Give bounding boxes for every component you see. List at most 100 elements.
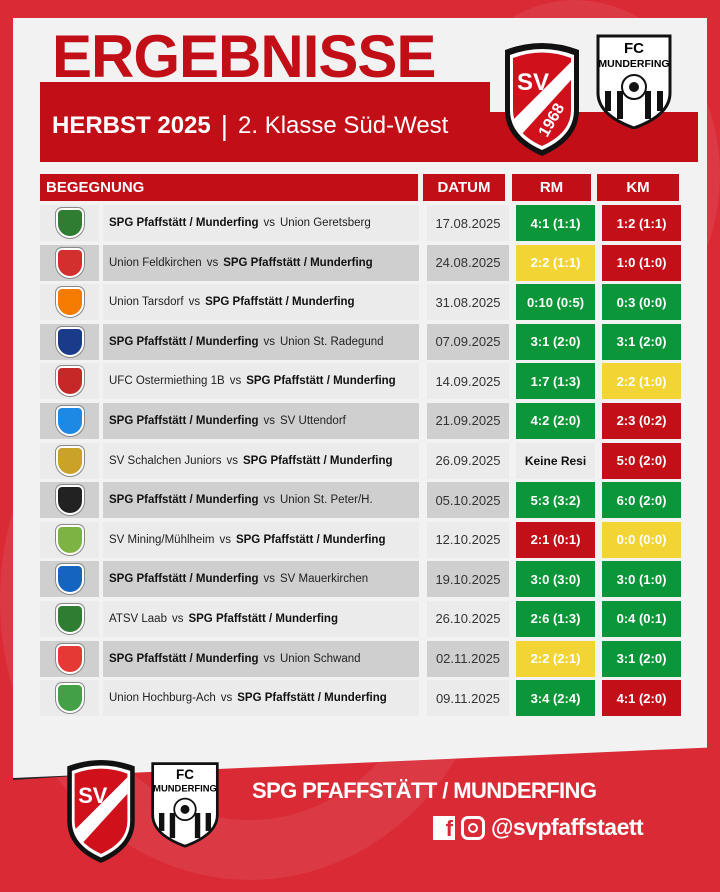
home-team: SV Schalchen Juniors bbox=[109, 454, 222, 467]
home-team: Union Feldkirchen bbox=[109, 256, 202, 269]
season: HERBST 2025 bbox=[52, 112, 211, 139]
match-cell: SPG Pfaffstätt / Munderfing vs Union Geret… bbox=[103, 205, 419, 241]
separator: | bbox=[220, 110, 229, 141]
table-row: SPG Pfaffstätt / Munderfing vs Union St. R… bbox=[40, 323, 681, 360]
opponent-logo bbox=[55, 326, 84, 357]
table-row: UFC Ostermiething 1B vs SPG Pfaffstätt / M… bbox=[40, 363, 681, 400]
away-team: SPG Pfaffstätt / Munderfing bbox=[246, 375, 396, 388]
match-date: 31.08.2025 bbox=[427, 284, 509, 321]
away-team: SV Uttendorf bbox=[280, 414, 346, 427]
rm-score: 4:2 (2:0) bbox=[516, 402, 595, 439]
km-score: 5:0 (2:0) bbox=[602, 442, 681, 479]
home-team: SPG Pfaffstätt / Munderfing bbox=[109, 414, 259, 427]
table-row: SV Schalchen Juniors vs SPG Pfaffstätt / M… bbox=[40, 442, 681, 479]
away-team: Union Geretsberg bbox=[280, 217, 371, 229]
fc-munderfing-footer-logo: FC MUNDERFING bbox=[151, 762, 219, 848]
away-team: SPG Pfaffstätt / Munderfing bbox=[205, 296, 355, 309]
opponent-logo-cell bbox=[40, 284, 99, 321]
footer-club-name: SPG PFAFFSTÄTT / MUNDERFING bbox=[252, 778, 597, 803]
opponent-logo bbox=[55, 485, 84, 516]
km-score: 1:0 (1:0) bbox=[602, 244, 681, 281]
rm-score: 4:1 (1:1) bbox=[516, 205, 595, 241]
svg-text:MUNDERFING: MUNDERFING bbox=[153, 782, 217, 793]
away-team: SPG Pfaffstätt / Munderfing bbox=[223, 256, 373, 269]
home-team: SPG Pfaffstätt / Munderfing bbox=[109, 652, 259, 665]
opponent-logo-cell bbox=[40, 640, 99, 677]
match-cell: Union Feldkirchen vs SPG Pfaffstätt / Mund… bbox=[103, 244, 419, 281]
home-team: SPG Pfaffstätt / Munderfing bbox=[109, 494, 259, 507]
away-team: Union St. Peter/H. bbox=[280, 494, 373, 507]
km-score: 2:3 (0:2) bbox=[602, 402, 681, 439]
column-header-datum: DATUM bbox=[423, 174, 505, 201]
vs-label: vs bbox=[263, 335, 276, 348]
home-team: UFC Ostermiething 1B bbox=[109, 375, 225, 388]
home-team: Union Hochburg-Ach bbox=[109, 692, 216, 705]
social-handle[interactable]: @svpfaffstaett bbox=[491, 814, 644, 840]
match-cell: SV Mining/Mühlheim vs SPG Pfaffstätt / Mun… bbox=[103, 521, 419, 558]
km-score: 3:1 (2:0) bbox=[602, 323, 681, 360]
opponent-logo bbox=[55, 683, 84, 714]
away-team: SPG Pfaffstätt / Munderfing bbox=[237, 692, 387, 705]
svg-text:SV: SV bbox=[517, 69, 549, 96]
rm-score: 3:4 (2:4) bbox=[516, 680, 595, 717]
away-team: SPG Pfaffstätt / Munderfing bbox=[243, 454, 393, 467]
opponent-logo-cell bbox=[40, 363, 99, 400]
rm-score: Keine Resi bbox=[516, 442, 595, 479]
home-team: Union Tarsdorf bbox=[109, 296, 184, 309]
table-row: SPG Pfaffstätt / Munderfing vs SV Uttendor… bbox=[40, 402, 681, 439]
match-date: 26.10.2025 bbox=[427, 600, 509, 637]
column-header-begegnung: BEGEGNUNG bbox=[40, 174, 418, 201]
table-row: SV Mining/Mühlheim vs SPG Pfaffstätt / Mun… bbox=[40, 521, 681, 558]
table-row: SPG Pfaffstätt / Munderfing vs SV Mauerkir… bbox=[40, 561, 681, 598]
home-team: SPG Pfaffstätt / Munderfing bbox=[109, 217, 259, 229]
match-date: 07.09.2025 bbox=[427, 323, 509, 360]
rm-score: 0:10 (0:5) bbox=[516, 284, 595, 321]
rm-score: 3:1 (2:0) bbox=[516, 323, 595, 360]
match-date: 14.09.2025 bbox=[427, 363, 509, 400]
facebook-icon[interactable]: f bbox=[433, 815, 455, 840]
vs-label: vs bbox=[263, 414, 276, 427]
away-team: Union Schwand bbox=[280, 652, 361, 665]
opponent-logo-cell bbox=[40, 561, 99, 598]
away-team: SPG Pfaffstätt / Munderfing bbox=[188, 612, 338, 625]
rm-score: 2:6 (1:3) bbox=[516, 600, 595, 637]
table-row: ATSV Laab vs SPG Pfaffstätt / Munderfing 2… bbox=[40, 600, 681, 637]
match-cell: SPG Pfaffstätt / Munderfing vs SV Uttendor… bbox=[103, 402, 419, 439]
opponent-logo-cell bbox=[40, 600, 99, 637]
home-team: SPG Pfaffstätt / Munderfing bbox=[109, 335, 259, 348]
match-date: 19.10.2025 bbox=[427, 561, 509, 598]
opponent-logo bbox=[55, 287, 84, 318]
away-team: SV Mauerkirchen bbox=[280, 573, 369, 586]
column-header-rm: RM bbox=[512, 174, 591, 201]
home-team: SPG Pfaffstätt / Munderfing bbox=[109, 573, 259, 586]
instagram-icon[interactable] bbox=[461, 815, 485, 840]
match-date: 26.09.2025 bbox=[427, 442, 509, 479]
opponent-logo-cell bbox=[40, 521, 99, 558]
fc-munderfing-logo: FC MUNDERFING bbox=[596, 34, 672, 129]
rm-score: 3:0 (3:0) bbox=[516, 561, 595, 598]
match-date: 12.10.2025 bbox=[427, 521, 509, 558]
match-cell: SV Schalchen Juniors vs SPG Pfaffstätt / M… bbox=[103, 442, 419, 479]
km-score: 3:1 (2:0) bbox=[602, 640, 681, 677]
home-team: ATSV Laab bbox=[109, 612, 167, 625]
rm-score: 2:2 (1:1) bbox=[516, 244, 595, 281]
vs-label: vs bbox=[219, 533, 231, 546]
km-score: 0:0 (0:0) bbox=[602, 521, 681, 558]
vs-label: vs bbox=[263, 573, 276, 586]
km-score: 0:3 (0:0) bbox=[602, 284, 681, 321]
vs-label: vs bbox=[220, 692, 233, 705]
match-cell: UFC Ostermiething 1B vs SPG Pfaffstätt / M… bbox=[103, 363, 419, 400]
vs-label: vs bbox=[171, 612, 184, 625]
opponent-logo-cell bbox=[40, 442, 99, 479]
match-date: 05.10.2025 bbox=[427, 482, 509, 519]
opponent-logo-cell bbox=[40, 205, 99, 241]
opponent-logo-cell bbox=[40, 482, 99, 519]
opponent-logo bbox=[55, 603, 84, 634]
sv-pfaffstaett-footer-logo: SV bbox=[67, 759, 135, 863]
table-row: Union Hochburg-Ach vs SPG Pfaffstätt / Mun… bbox=[40, 680, 681, 717]
km-score: 6:0 (2:0) bbox=[602, 482, 681, 519]
opponent-logo-cell bbox=[40, 323, 99, 360]
match-cell: SPG Pfaffstätt / Munderfing vs SV Mauerkir… bbox=[103, 561, 419, 598]
opponent-logo bbox=[55, 405, 84, 436]
home-team: SV Mining/Mühlheim bbox=[109, 533, 215, 546]
